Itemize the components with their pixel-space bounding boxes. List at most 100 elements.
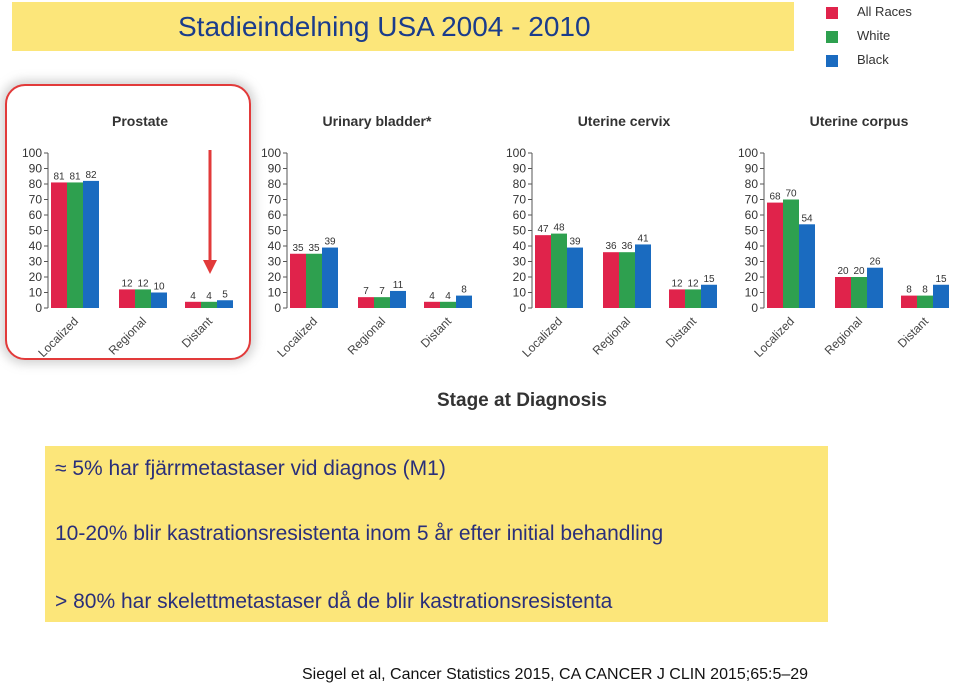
y-tick-label: 70 [268,193,282,207]
data-label: 36 [605,241,617,252]
y-tick-label: 80 [29,177,43,191]
y-tick-label: 100 [22,146,42,160]
data-label: 4 [206,291,212,302]
legend-label: All Races [857,4,912,19]
bar-regional-black [635,244,651,308]
y-tick-label: 70 [513,193,527,207]
bar-distant-all-races [901,295,917,308]
category-label: Distant [418,314,455,351]
y-tick-label: 40 [745,239,759,253]
y-tick-label: 60 [29,208,43,222]
data-label: 11 [393,280,404,291]
y-tick-label: 30 [745,255,759,269]
y-tick-label: 0 [751,301,758,315]
bar-localized-white [306,253,322,308]
data-label: 10 [153,282,165,293]
category-label: Regional [590,314,633,357]
category-label: Localized [519,314,565,360]
category-label: Localized [35,314,81,360]
data-label: 5 [222,289,228,300]
data-label: 39 [324,237,336,248]
data-label: 82 [85,170,97,181]
info-line-2: 10-20% blir kastrationsresistenta inom 5… [55,522,664,545]
data-label: 4 [190,291,196,302]
bar-localized-all-races [535,235,551,308]
bar-localized-all-races [290,253,306,308]
y-tick-label: 30 [268,255,282,269]
y-tick-label: 90 [745,162,759,176]
y-tick-label: 50 [268,224,282,238]
category-label: Regional [822,314,865,357]
y-tick-label: 70 [29,193,43,207]
y-tick-label: 90 [268,162,282,176]
category-label: Distant [663,314,700,351]
info-line-1: ≈ 5% har fjärrmetastaser vid diagnos (M1… [55,457,446,480]
bar-localized-white [783,199,799,308]
category-label: Distant [179,314,216,351]
data-label: 36 [621,241,633,252]
data-label: 12 [137,278,149,289]
y-tick-label: 60 [513,208,527,222]
data-label: 20 [853,266,865,277]
legend-label: White [857,28,891,43]
category-label: Regional [345,314,388,357]
bar-regional-white [374,297,390,308]
y-tick-label: 50 [513,224,527,238]
bar-regional-all-races [835,277,851,308]
info-line-3: > 80% har skelettmetastaser då de blir k… [55,590,613,613]
y-tick-label: 20 [745,270,759,284]
y-tick-label: 40 [268,239,282,253]
legend-swatch [826,31,838,43]
y-tick-label: 60 [268,208,282,222]
y-tick-label: 80 [745,177,759,191]
data-label: 68 [769,192,781,203]
y-tick-label: 20 [29,270,43,284]
data-label: 15 [703,274,715,285]
data-label: 12 [687,278,699,289]
y-tick-label: 10 [513,286,527,300]
data-label: 12 [121,278,133,289]
bar-regional-all-races [119,289,135,308]
data-label: 12 [671,278,683,289]
x-axis-label: Stage at Diagnosis [437,390,607,411]
bar-regional-white [619,252,635,308]
chart-title: Uterine cervix [578,113,671,129]
y-tick-label: 40 [29,239,43,253]
legend-label: Black [857,52,889,67]
y-tick-label: 10 [29,286,43,300]
y-tick-label: 90 [29,162,43,176]
y-tick-label: 20 [513,270,527,284]
y-tick-label: 100 [738,146,758,160]
y-tick-label: 0 [519,301,526,315]
legend-swatch [826,55,838,67]
data-label: 4 [445,291,451,302]
bar-distant-black [217,300,233,308]
bar-distant-white [440,301,456,308]
bar-distant-all-races [185,301,201,308]
bar-regional-all-races [603,252,619,308]
y-tick-label: 60 [745,208,759,222]
data-label: 15 [935,274,947,285]
data-label: 7 [363,286,369,297]
bar-regional-black [390,290,406,308]
data-label: 26 [869,257,881,268]
bar-distant-white [201,301,217,308]
data-label: 39 [569,237,581,248]
bar-regional-black [867,267,883,308]
bar-localized-white [67,182,83,308]
data-label: 35 [292,243,304,254]
y-tick-label: 40 [513,239,527,253]
bar-regional-black [151,292,167,308]
y-tick-label: 30 [513,255,527,269]
bar-localized-black [83,180,99,308]
chart-title: Prostate [112,113,168,129]
y-tick-label: 80 [513,177,527,191]
data-label: 81 [53,171,65,182]
bar-distant-black [456,295,472,308]
data-label: 8 [906,285,912,296]
arrow-head-icon [203,260,217,274]
y-tick-label: 10 [745,286,759,300]
data-label: 7 [379,286,385,297]
y-tick-label: 0 [35,301,42,315]
